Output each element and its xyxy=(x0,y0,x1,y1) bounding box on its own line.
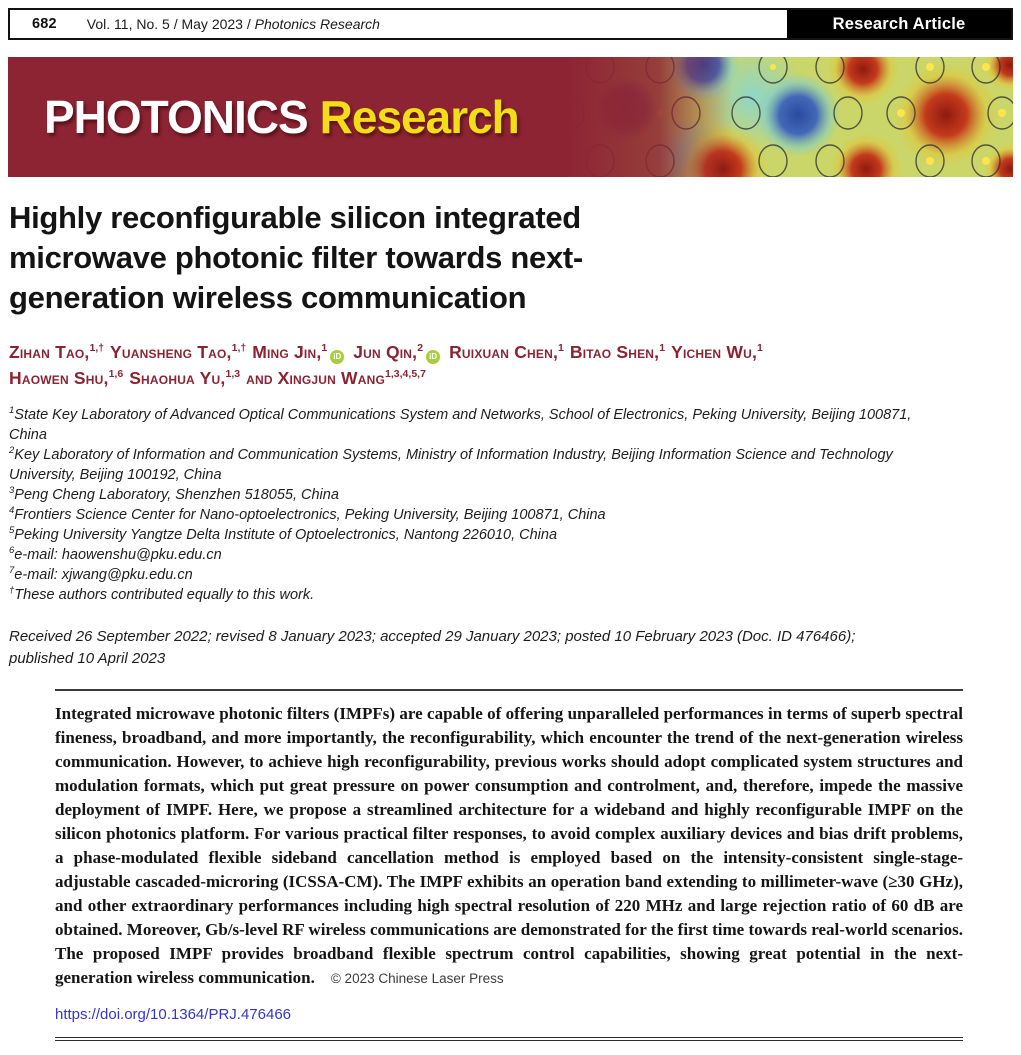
copyright-notice: © 2023 Chinese Laser Press xyxy=(330,971,504,986)
author-list-line-1: Zihan Tao,1,† Yuansheng Tao,1,† Ming Jin,1… xyxy=(9,339,1013,365)
journal-logo-photonics: PHOTONICS xyxy=(44,91,309,143)
author-affiliation-sup: 1 xyxy=(757,342,763,355)
article-type-badge: Research Article xyxy=(787,10,1011,38)
affiliation-email: 6e-mail: haowenshu@pku.edu.cn xyxy=(9,545,222,563)
affiliation: 3Peng Cheng Laboratory, Shenzhen 518055,… xyxy=(9,485,339,503)
author-list-line-2: Haowen Shu,1,6 Shaohua Yu,1,3 and Xingjun … xyxy=(9,365,1013,391)
journal-logo: PHOTONICS Research xyxy=(44,90,520,144)
journal-header-left: 682 Vol. 11, No. 5 / May 2023 / Photonic… xyxy=(10,10,787,38)
article-history: Received 26 September 2022; revised 8 Ja… xyxy=(9,628,856,667)
author: Bitao Shen,1 xyxy=(569,342,666,362)
article-title: Highly reconfigurable silicon integrated… xyxy=(9,198,1013,318)
photonic-crystal-artwork xyxy=(568,57,1013,177)
article-title-line-1: Highly reconfigurable silicon integrated xyxy=(9,200,581,235)
affiliation: 1State Key Laboratory of Advanced Optica… xyxy=(9,405,912,443)
author: Yichen Wu,1 xyxy=(671,342,763,362)
journal-name: Photonics Research xyxy=(254,16,380,32)
author-affiliation-sup: 1,3,4,5,7 xyxy=(385,368,426,381)
orcid-icon[interactable]: iD xyxy=(330,350,345,364)
author-affiliation-sup: 1,6 xyxy=(108,368,124,381)
author: Zihan Tao,1,† xyxy=(9,342,105,362)
affiliation: 2Key Laboratory of Information and Commu… xyxy=(9,445,893,483)
author: Jun Qin,2iD xyxy=(353,342,443,364)
author-affiliation-sup: 1 xyxy=(558,342,564,355)
author-affiliation-sup: 2 xyxy=(417,342,424,355)
author-list: Zihan Tao,1,† Yuansheng Tao,1,† Ming Jin,1… xyxy=(9,339,1013,391)
author: Yuansheng Tao,1,† xyxy=(110,342,247,362)
author-conjunction: and xyxy=(246,368,273,388)
bottom-divider xyxy=(55,1037,963,1041)
author: Xingjun Wang1,3,4,5,7 xyxy=(277,368,426,388)
abstract: Integrated microwave photonic filters (I… xyxy=(55,689,963,991)
author-affiliation-sup: 1 xyxy=(659,342,666,355)
article-title-line-3: generation wireless communication xyxy=(9,280,527,315)
affiliation-list: 1State Key Laboratory of Advanced Optica… xyxy=(9,405,939,605)
author: Shaohua Yu,1,3 xyxy=(129,368,241,388)
author-affiliation-sup: 1,† xyxy=(231,342,247,355)
equal-contribution-note: †These authors contributed equally to th… xyxy=(9,585,315,603)
abstract-text: Integrated microwave photonic filters (I… xyxy=(55,704,963,987)
journal-header-bar: 682 Vol. 11, No. 5 / May 2023 / Photonic… xyxy=(8,8,1013,40)
author-affiliation-sup: 1,† xyxy=(89,342,105,355)
author-affiliation-sup: 1 xyxy=(321,342,328,355)
doi-link[interactable]: https://doi.org/10.1364/PRJ.476466 xyxy=(55,1006,292,1023)
affiliation-email: 7e-mail: xjwang@pku.edu.cn xyxy=(9,565,193,583)
journal-banner: PHOTONICS Research xyxy=(8,57,1013,177)
author: Haowen Shu,1,6 xyxy=(9,368,124,388)
page-number: 682 xyxy=(32,16,57,32)
article-title-line-2: microwave photonic filter towards next- xyxy=(9,240,583,275)
affiliation: 5Peking University Yangtze Delta Institu… xyxy=(9,525,558,543)
author: Ming Jin,1iD xyxy=(252,342,347,364)
affiliation: 4Frontiers Science Center for Nano-optoe… xyxy=(9,505,606,523)
orcid-icon[interactable]: iD xyxy=(426,350,441,364)
volume-issue-info: Vol. 11, No. 5 / May 2023 / Photonics Re… xyxy=(87,16,380,32)
author: Ruixuan Chen,1 xyxy=(449,342,564,362)
volume-issue-text: Vol. 11, No. 5 / May 2023 / xyxy=(86,16,255,32)
journal-logo-research: Research xyxy=(319,91,520,143)
author-affiliation-sup: 1,3 xyxy=(225,368,241,381)
